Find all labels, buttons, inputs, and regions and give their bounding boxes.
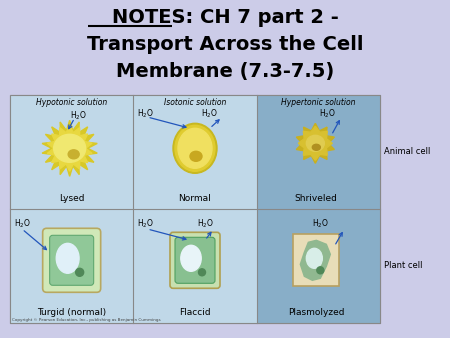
Text: H$_2$O: H$_2$O [198,217,215,230]
Polygon shape [296,123,334,163]
Ellipse shape [306,248,322,268]
FancyBboxPatch shape [175,237,215,283]
Text: H$_2$O: H$_2$O [320,108,336,121]
Text: Flaccid: Flaccid [179,308,211,317]
FancyBboxPatch shape [170,232,220,288]
Text: NOTES: CH 7 part 2 -: NOTES: CH 7 part 2 - [112,8,338,27]
Ellipse shape [190,151,202,161]
Text: H$_2$O: H$_2$O [137,108,154,121]
Text: Normal: Normal [179,194,212,203]
Text: Plant cell: Plant cell [384,262,423,270]
Text: Hypotonic solution: Hypotonic solution [36,98,107,107]
Polygon shape [47,125,92,171]
Text: Lysed: Lysed [59,194,85,203]
Text: Isotonic solution: Isotonic solution [164,98,226,107]
Text: H$_2$O: H$_2$O [70,109,87,121]
Circle shape [198,269,206,276]
FancyBboxPatch shape [43,228,101,292]
Bar [10,95,133,323]
Text: H$_2$O: H$_2$O [14,217,31,230]
Text: H$_2$O: H$_2$O [312,217,329,230]
Text: Plasmolyzed: Plasmolyzed [288,308,345,317]
Ellipse shape [54,134,86,162]
Ellipse shape [173,123,217,173]
Bar [133,95,256,323]
Text: Membrane (7.3-7.5): Membrane (7.3-7.5) [116,62,334,81]
Bar [10,95,380,323]
Ellipse shape [56,243,79,273]
Text: Animal cell: Animal cell [384,147,430,156]
Ellipse shape [312,144,320,150]
Bar [293,234,339,286]
Circle shape [76,268,84,276]
Text: Turgid (normal): Turgid (normal) [37,308,106,317]
Ellipse shape [181,245,201,271]
Bar [256,95,380,323]
Ellipse shape [306,135,324,151]
Text: Copyright © Pearson Education, Inc., publishing as Benjamin Cummings: Copyright © Pearson Education, Inc., pub… [12,318,161,322]
Text: H$_2$O: H$_2$O [137,217,154,230]
Ellipse shape [175,125,215,171]
FancyBboxPatch shape [50,235,94,285]
Text: H$_2$O: H$_2$O [201,108,218,121]
Ellipse shape [68,150,79,159]
Circle shape [317,267,324,274]
Polygon shape [300,240,330,280]
Polygon shape [42,120,97,176]
Bar [10,95,380,323]
Text: Hypertonic solution: Hypertonic solution [281,98,356,107]
Text: Transport Across the Cell: Transport Across the Cell [87,35,363,54]
Ellipse shape [178,128,212,168]
Text: Shriveled: Shriveled [294,194,337,203]
Polygon shape [298,126,333,160]
